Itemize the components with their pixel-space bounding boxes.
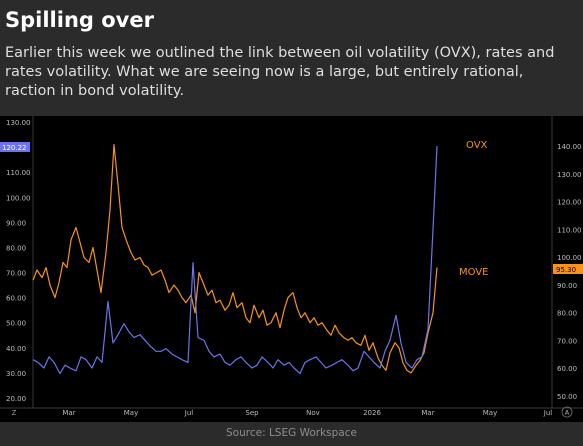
x-tick-label: 2026	[363, 409, 381, 417]
right-tick-label: 80.00	[557, 310, 577, 318]
left-tick-label: 70.00	[6, 270, 26, 278]
x-tick-label: May	[124, 409, 138, 417]
x-tick-label: Sep	[245, 409, 259, 417]
left-tick-label: 30.00	[6, 370, 26, 378]
left-tick-label: 20.00	[6, 395, 26, 403]
last-value-badge-right: 95.30	[556, 266, 576, 274]
right-tick-label: 100.00	[557, 254, 582, 262]
right-tick-label: 110.00	[557, 226, 582, 234]
left-tick-label: 60.00	[6, 295, 26, 303]
page-subtitle: Earlier this week we outlined the link b…	[5, 45, 555, 99]
x-axis-corner-right: A	[565, 409, 570, 417]
left-tick-label: 50.00	[6, 320, 26, 328]
right-axis: 140.00 130.00 120.00 110.00 100.00 90.00 80.00…	[557, 143, 582, 401]
right-tick-label: 120.00	[557, 199, 582, 207]
series-label-move: MOVE	[459, 267, 488, 278]
page-title: Spilling over	[5, 8, 154, 32]
left-axis: 130.00120.00110.00100.0090.0080.0070.006…	[6, 119, 31, 403]
x-tick-label: May	[483, 409, 497, 417]
left-tick-label: 80.00	[6, 244, 26, 252]
series-label-ovx: OVX	[466, 140, 488, 151]
series-line-move	[32, 145, 438, 375]
right-tick-label: 90.00	[557, 282, 577, 290]
x-tick-label: Mar	[62, 409, 75, 417]
last-value-badge-left-bg	[0, 142, 30, 152]
series-labels: OVX MOVE	[459, 140, 488, 278]
x-axis-corner-left: Z	[12, 409, 17, 417]
right-tick-label: 70.00	[557, 337, 577, 345]
left-tick-label: 110.00	[6, 169, 31, 177]
x-axis: Mar May Jul Sep Nov 2026 Mar May Jul Z A	[12, 406, 573, 418]
last-value-badge-right-bg	[553, 264, 583, 274]
last-value-badges: 120.22 95.30	[0, 142, 583, 274]
x-tick-label: Nov	[306, 409, 320, 417]
left-tick-label: 90.00	[6, 219, 26, 227]
x-axis-corner-circle	[561, 406, 573, 418]
series-line-ovx	[32, 144, 438, 374]
right-tick-label: 60.00	[557, 365, 577, 373]
x-tick-label: Mar	[421, 409, 434, 417]
last-value-badge-left: 120.22	[2, 144, 27, 152]
left-tick-label: 40.00	[6, 345, 26, 353]
source-note: Source: LSEG Workspace	[226, 427, 357, 439]
line-chart[interactable]: 130.00 120.00 110.00 100.00 90.00 80.00 70.00 6…	[0, 116, 583, 422]
series-layer	[32, 144, 438, 375]
left-tick-label: 130.00	[6, 119, 31, 127]
x-tick-label: Jul	[184, 409, 194, 417]
x-tick-label: Jul	[543, 409, 553, 417]
right-tick-label: 50.00	[557, 393, 577, 401]
left-tick-label: 100.00	[6, 194, 31, 202]
chart-panel[interactable]: 130.00 120.00 110.00 100.00 90.00 80.00 70.00 6…	[0, 116, 583, 422]
right-tick-label: 140.00	[557, 143, 582, 151]
chart-grid	[0, 116, 583, 409]
right-tick-label: 130.00	[557, 171, 582, 179]
